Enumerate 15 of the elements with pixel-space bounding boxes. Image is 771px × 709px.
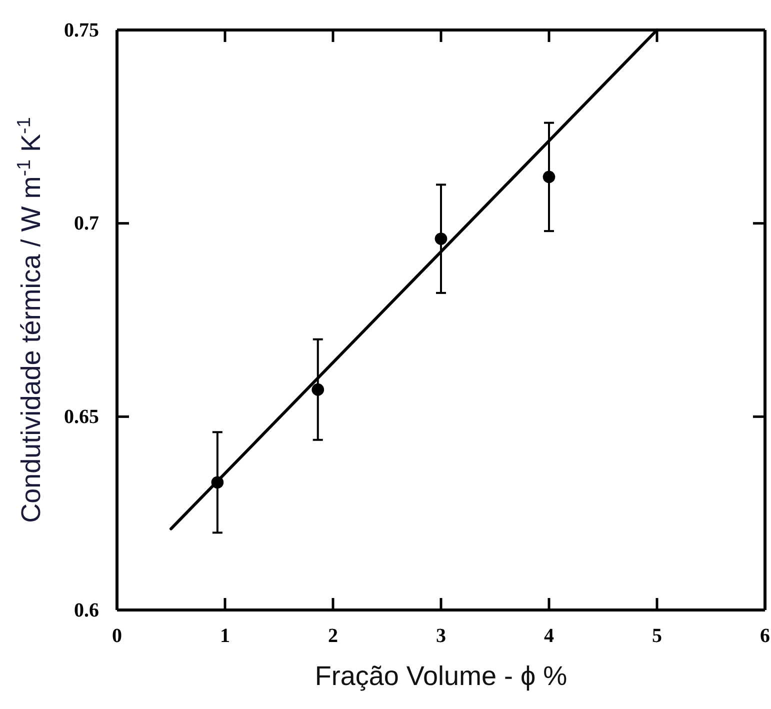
y-tick-label: 0.75 xyxy=(64,19,99,42)
y-tick-label: 0.6 xyxy=(74,599,99,622)
x-tick-label: 6 xyxy=(760,625,770,648)
x-axis-title: Fração Volume - ϕ % xyxy=(314,661,568,691)
x-tick-label: 3 xyxy=(436,625,446,648)
x-tick-label: 0 xyxy=(112,625,122,648)
y-tick-label: 0.65 xyxy=(64,406,99,428)
x-tick-label: 5 xyxy=(652,625,662,648)
point xyxy=(312,383,324,396)
x-tick-label: 1 xyxy=(220,625,230,648)
y-tick-label: 0.7 xyxy=(74,212,99,235)
point xyxy=(434,232,448,245)
x-tick-label: 2 xyxy=(328,625,338,648)
point xyxy=(542,170,556,184)
x-tick-label: 4 xyxy=(544,625,554,648)
